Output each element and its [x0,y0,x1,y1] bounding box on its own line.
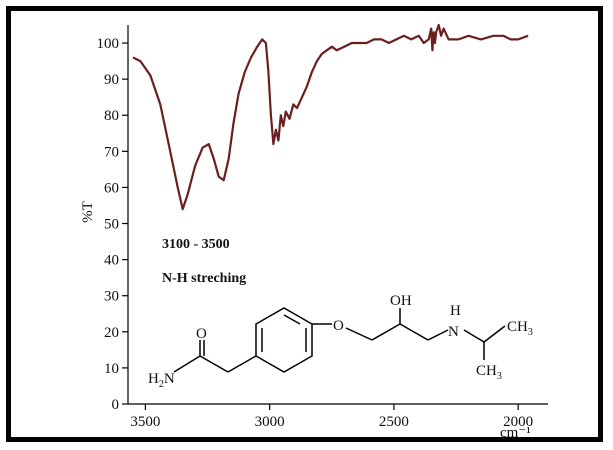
x-axis-title: cm⁻¹ [500,425,531,441]
amine-h-label: H [450,303,461,319]
x-ticks: 3500 3000 2500 2000 [130,404,533,430]
y-ticks: 0 10 20 30 40 50 60 70 80 90 100 [97,36,128,413]
h2n-label: H2N [148,371,175,390]
x-tick-label: 2000 [503,414,533,430]
annotation-range: 3100 - 3500 [162,237,230,252]
x-tick-label: 3500 [130,414,160,430]
y-tick-label: 50 [104,217,119,233]
y-tick-label: 10 [104,361,119,377]
amine-n-label: N [448,324,459,340]
ch3-bottom-label: CH3 [476,363,502,382]
figure-frame [6,6,603,442]
x-tick-label: 3000 [255,414,285,430]
annotation-label: N-H streching [162,271,246,286]
y-tick-label: 70 [104,144,119,160]
y-tick-label: 30 [104,289,119,305]
ch3-top-label: CH3 [507,319,533,338]
carbonyl-o-label: O [196,326,207,342]
y-axis-title: %T [80,201,96,223]
y-tick-label: 20 [104,325,119,341]
y-tick-label: 0 [112,397,120,413]
y-tick-label: 60 [104,180,119,196]
spectrum-line [132,23,529,211]
chemical-labels: O H2N O OH H N CH3 CH3 [148,293,533,390]
chemical-structure [173,307,506,373]
ether-o-label: O [333,318,344,334]
y-tick-label: 90 [104,72,119,88]
y-tick-label: 100 [97,36,120,52]
x-tick-label: 2500 [379,414,409,430]
y-tick-label: 40 [104,253,119,269]
y-tick-label: 80 [104,108,119,124]
oh-label: OH [390,293,412,309]
